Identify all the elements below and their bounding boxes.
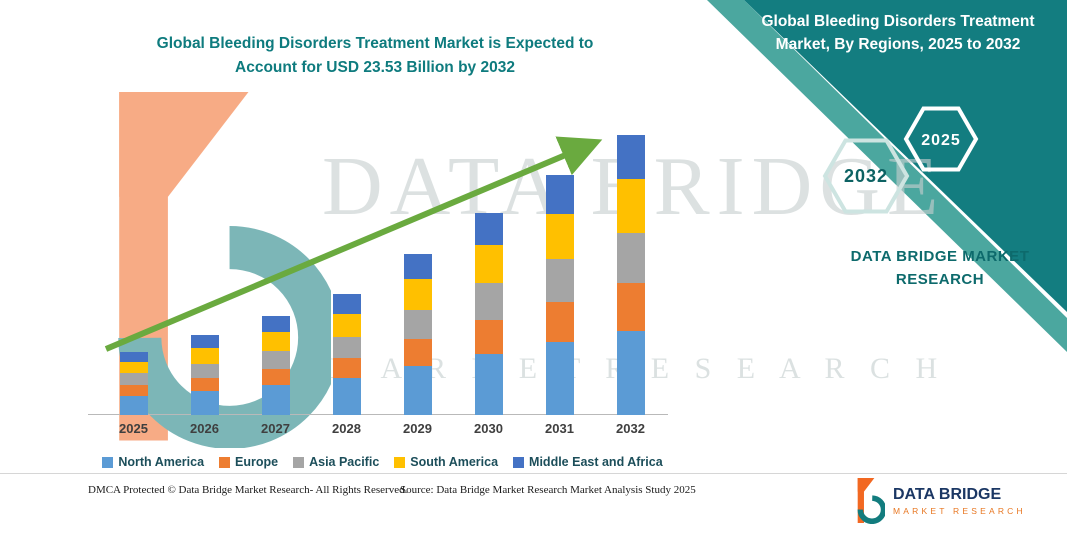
bar-segment bbox=[474, 354, 503, 415]
legend-label: Asia Pacific bbox=[309, 455, 380, 469]
x-axis-label: 2029 bbox=[403, 421, 432, 436]
bar-segment bbox=[261, 316, 290, 332]
footer-source-text: Source: Data Bridge Market Research Mark… bbox=[400, 484, 696, 496]
footer-logo-text: DATA BRIDGE MARKET RESEARCH bbox=[893, 486, 1026, 516]
footer-divider bbox=[0, 473, 1067, 474]
legend-item: Europe bbox=[219, 455, 278, 469]
x-axis-label: 2031 bbox=[545, 421, 574, 436]
chart-title-line1: Global Bleeding Disorders Treatment Mark… bbox=[156, 35, 594, 52]
bar-segment bbox=[474, 212, 503, 245]
band-edge-stripe bbox=[707, 0, 1067, 352]
x-axis-line bbox=[88, 414, 668, 415]
bar-segment bbox=[119, 352, 148, 362]
brand-caption: DATA BRIDGE MARKET RESEARCH bbox=[850, 248, 1030, 288]
bar-segment bbox=[261, 331, 290, 351]
bar-segment bbox=[545, 259, 574, 302]
bar-segment bbox=[190, 378, 219, 392]
bar-segment bbox=[119, 361, 148, 374]
bar-segment bbox=[474, 319, 503, 355]
bar-segment bbox=[332, 313, 361, 337]
chart-title-line2: Account for USD 23.53 Billion by 2032 bbox=[235, 59, 515, 77]
bar-segment bbox=[119, 373, 148, 386]
data-bridge-logo-icon bbox=[856, 478, 885, 524]
legend-swatch-icon bbox=[102, 456, 114, 468]
x-axis-label: 2027 bbox=[261, 421, 290, 436]
legend-label: Europe bbox=[235, 455, 279, 469]
bar-segment bbox=[616, 232, 645, 283]
legend-item: Asia Pacific bbox=[293, 455, 379, 469]
x-axis-label: 2026 bbox=[190, 421, 219, 436]
band-main bbox=[744, 0, 1067, 312]
chart-legend: North America Europe Asia Pacific South Ame… bbox=[30, 455, 735, 469]
bar-stack-2027 bbox=[261, 316, 290, 415]
legend-item: Middle East and Africa bbox=[513, 455, 663, 469]
bar-segment bbox=[403, 254, 432, 280]
bar-stack-2025 bbox=[119, 352, 148, 415]
bar-chart-plot-area bbox=[98, 135, 666, 415]
bar-segment bbox=[332, 293, 361, 314]
x-axis-labels: 2025 2026 2027 2028 2029 2030 2031 2032 bbox=[98, 421, 666, 436]
bar-stack-2030 bbox=[474, 212, 503, 415]
footer-logo-title: DATA BRIDGE bbox=[893, 486, 1002, 504]
hexagon-2032-label: 2032 bbox=[844, 166, 888, 186]
band-title: Global Bleeding Disorders Treatment Mark… bbox=[761, 13, 1035, 54]
bar-segment bbox=[332, 357, 361, 379]
legend-swatch-icon bbox=[293, 456, 305, 468]
legend-label: North America bbox=[118, 455, 205, 469]
bar-segment bbox=[616, 330, 645, 415]
bar-segment bbox=[261, 385, 290, 415]
bar-segment bbox=[616, 135, 645, 180]
bar-segment bbox=[261, 368, 290, 386]
x-axis-label: 2032 bbox=[616, 421, 645, 436]
bar-segment bbox=[616, 179, 645, 233]
bar-segment bbox=[332, 378, 361, 415]
bar-stack-2031 bbox=[545, 174, 574, 415]
bar-stack-2026 bbox=[190, 335, 219, 415]
bar-segment bbox=[474, 244, 503, 283]
bar-segment bbox=[119, 396, 148, 415]
footer-dmca-text: DMCA Protected © Data Bridge Market Rese… bbox=[88, 484, 408, 496]
bar-segment bbox=[616, 282, 645, 331]
bar-stack-2029 bbox=[403, 254, 432, 415]
hexagon-2025 bbox=[903, 106, 979, 172]
bar-segment bbox=[403, 279, 432, 311]
bar-segment bbox=[332, 336, 361, 358]
chart-title: Global Bleeding Disorders Treatment Mark… bbox=[60, 32, 690, 80]
bar-segment bbox=[545, 174, 574, 214]
legend-label: South America bbox=[410, 455, 499, 469]
bar-segment bbox=[119, 385, 148, 396]
bar-segment bbox=[474, 282, 503, 320]
legend-swatch-icon bbox=[513, 456, 525, 468]
bar-segment bbox=[403, 366, 432, 415]
legend-swatch-icon bbox=[219, 456, 231, 468]
bar-segment bbox=[545, 213, 574, 260]
x-axis-label: 2025 bbox=[119, 421, 148, 436]
legend-label: Middle East and Africa bbox=[529, 455, 663, 469]
bar-stack-2028 bbox=[332, 293, 361, 415]
footer-logo-subtitle: MARKET RESEARCH bbox=[893, 505, 1026, 516]
legend-item: South America bbox=[394, 455, 498, 469]
legend-item: North America bbox=[102, 455, 204, 469]
hexagon-2032 bbox=[822, 138, 910, 214]
bar-segment bbox=[403, 310, 432, 339]
bar-segment bbox=[261, 350, 290, 369]
bar-segment bbox=[190, 391, 219, 415]
bar-stack-2032 bbox=[616, 135, 645, 415]
bar-segment bbox=[190, 348, 219, 364]
bar-segment bbox=[190, 335, 219, 349]
bar-segment bbox=[545, 301, 574, 343]
hexagon-2025-label: 2025 bbox=[921, 132, 961, 149]
x-axis-label: 2028 bbox=[332, 421, 361, 436]
bar-segment bbox=[545, 342, 574, 415]
x-axis-label: 2030 bbox=[474, 421, 503, 436]
legend-swatch-icon bbox=[394, 456, 406, 468]
bar-segment bbox=[190, 363, 219, 379]
bar-segment bbox=[403, 338, 432, 367]
footer-logo: DATA BRIDGE MARKET RESEARCH bbox=[856, 478, 1026, 524]
